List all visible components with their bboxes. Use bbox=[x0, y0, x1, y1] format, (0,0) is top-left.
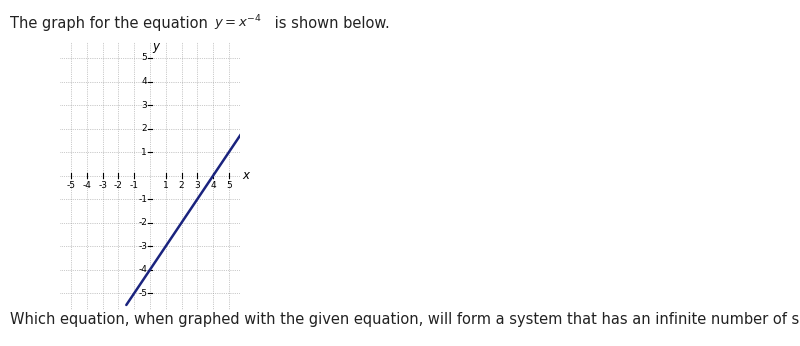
Text: 4: 4 bbox=[210, 181, 216, 191]
Text: 3: 3 bbox=[194, 181, 200, 191]
Text: The graph for the equation: The graph for the equation bbox=[10, 16, 213, 30]
Text: -5: -5 bbox=[66, 181, 75, 191]
Text: -2: -2 bbox=[114, 181, 123, 191]
Text: -1: -1 bbox=[130, 181, 138, 191]
Text: -3: -3 bbox=[98, 181, 107, 191]
Text: 3: 3 bbox=[142, 101, 147, 110]
Text: -5: -5 bbox=[138, 289, 147, 298]
Text: 5: 5 bbox=[142, 54, 147, 63]
Text: $y = x^{-4}$: $y = x^{-4}$ bbox=[214, 13, 262, 33]
Text: 5: 5 bbox=[226, 181, 232, 191]
Text: -2: -2 bbox=[138, 218, 147, 227]
Text: 1: 1 bbox=[142, 148, 147, 157]
Text: 2: 2 bbox=[142, 124, 147, 133]
Text: Which equation, when graphed with the given equation, will form a system that ha: Which equation, when graphed with the gi… bbox=[10, 312, 800, 327]
Text: -4: -4 bbox=[138, 265, 147, 274]
Text: is shown below.: is shown below. bbox=[270, 16, 390, 30]
Text: -1: -1 bbox=[138, 194, 147, 203]
Text: y: y bbox=[152, 40, 159, 53]
Text: 1: 1 bbox=[163, 181, 169, 191]
Text: 2: 2 bbox=[178, 181, 184, 191]
Text: 4: 4 bbox=[142, 77, 147, 86]
Text: x: x bbox=[242, 169, 250, 182]
Text: -3: -3 bbox=[138, 242, 147, 251]
Text: -4: -4 bbox=[82, 181, 91, 191]
